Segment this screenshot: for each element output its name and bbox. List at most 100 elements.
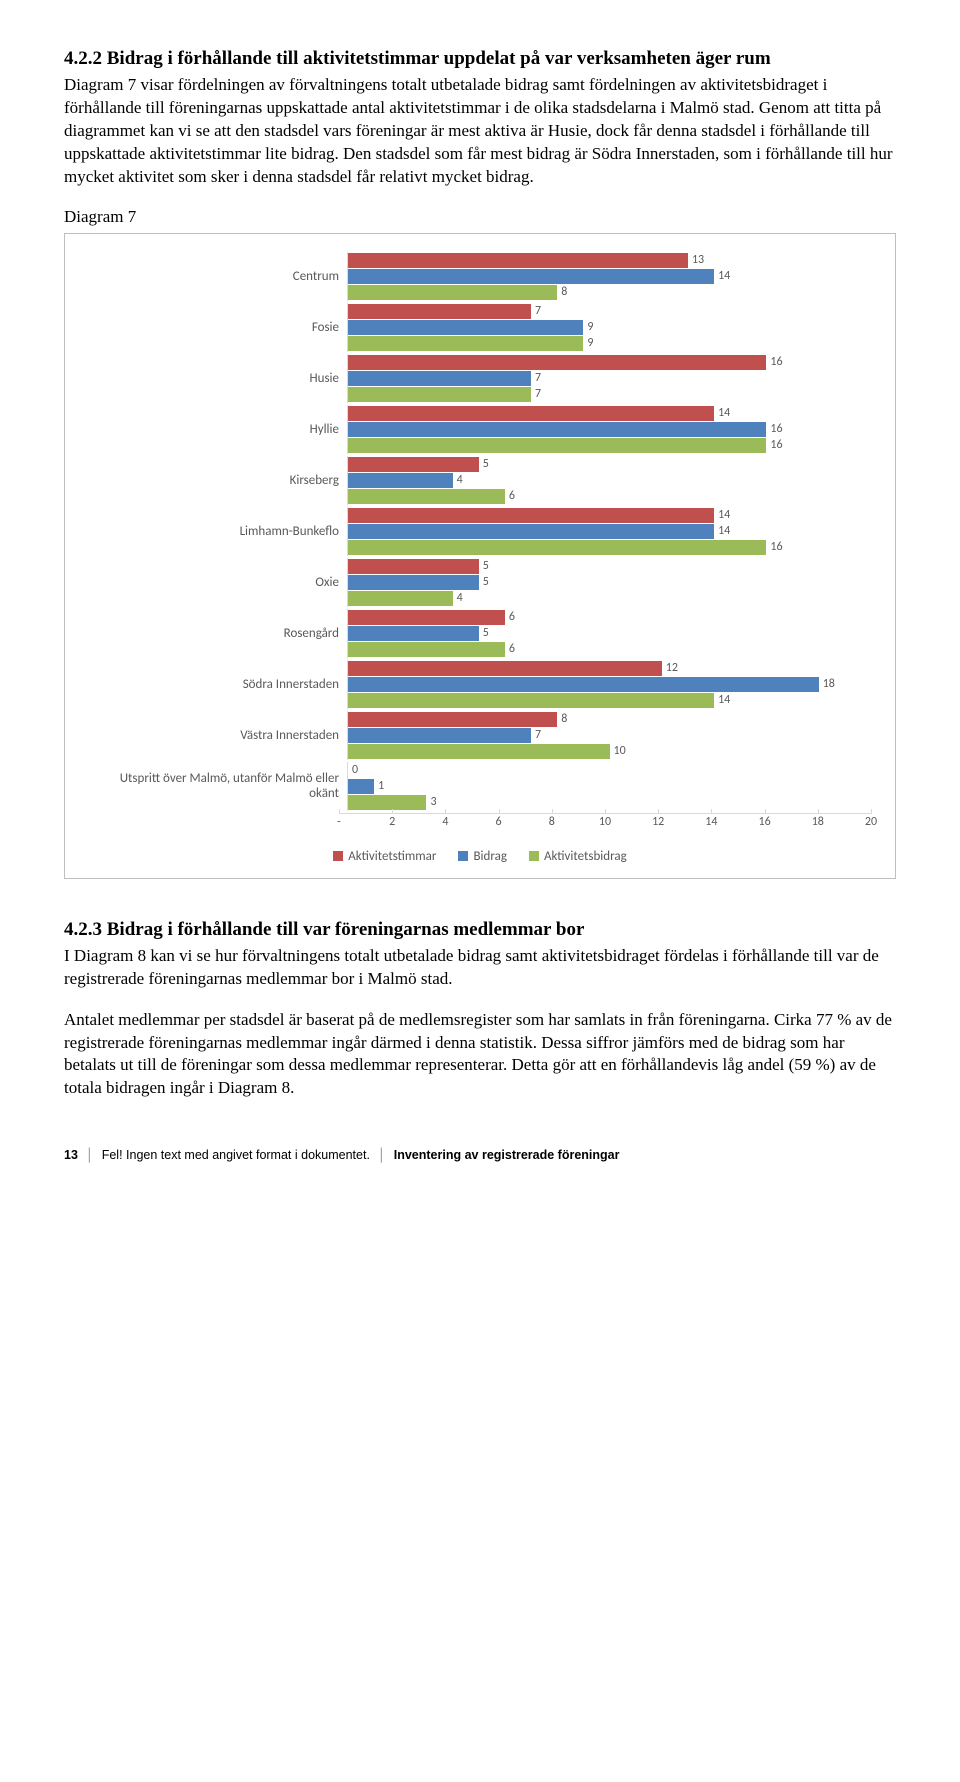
bar bbox=[348, 508, 714, 523]
bar-value-label: 6 bbox=[509, 610, 515, 624]
chart-title: Diagram 7 bbox=[64, 207, 896, 227]
bar-value-label: 5 bbox=[483, 575, 489, 589]
bar-line: 1 bbox=[348, 779, 871, 794]
footer-right-text: Inventering av registrerade föreningar bbox=[394, 1148, 620, 1162]
chart-category-row: Centrum13148 bbox=[89, 252, 871, 301]
bar-line: 4 bbox=[348, 591, 871, 606]
bar-line: 5 bbox=[348, 575, 871, 590]
bar bbox=[348, 626, 479, 641]
chart-category-row: Fosie799 bbox=[89, 303, 871, 352]
category-label: Kirseberg bbox=[89, 456, 347, 505]
bar-line: 10 bbox=[348, 744, 871, 759]
bar bbox=[348, 457, 479, 472]
bar bbox=[348, 473, 453, 488]
bar-line: 12 bbox=[348, 661, 871, 676]
bar bbox=[348, 406, 714, 421]
legend-item: Bidrag bbox=[458, 849, 507, 864]
category-label: Limhamn-Bunkeflo bbox=[89, 507, 347, 556]
bar bbox=[348, 387, 531, 402]
axis-tick-label: - bbox=[337, 815, 341, 829]
bar-value-label: 5 bbox=[483, 457, 489, 471]
bar-value-label: 7 bbox=[535, 371, 541, 385]
bar bbox=[348, 371, 531, 386]
bar-value-label: 9 bbox=[587, 336, 593, 350]
bar bbox=[348, 677, 819, 692]
section-heading-422: 4.2.2 Bidrag i förhållande till aktivite… bbox=[64, 48, 896, 70]
bar-value-label: 7 bbox=[535, 728, 541, 742]
bar-line: 14 bbox=[348, 524, 871, 539]
section-heading-423: 4.2.3 Bidrag i förhållande till var före… bbox=[64, 919, 896, 941]
bar-line: 18 bbox=[348, 677, 871, 692]
bar-value-label: 14 bbox=[718, 524, 730, 538]
legend-swatch bbox=[333, 851, 343, 861]
category-label: Rosengård bbox=[89, 609, 347, 658]
bar-line: 14 bbox=[348, 508, 871, 523]
bars-cell: 7 9 9 bbox=[347, 303, 871, 352]
bar bbox=[348, 320, 583, 335]
bars-cell: 13148 bbox=[347, 252, 871, 301]
bar-line: 8 bbox=[348, 712, 871, 727]
bar bbox=[348, 540, 766, 555]
bar-value-label: 6 bbox=[509, 642, 515, 656]
bar bbox=[348, 559, 479, 574]
bar bbox=[348, 795, 426, 810]
bar bbox=[348, 712, 557, 727]
chart-category-row: Utspritt över Malmö, utanför Malmö eller… bbox=[89, 762, 871, 811]
bar-line: 5 bbox=[348, 626, 871, 641]
category-label: Centrum bbox=[89, 252, 347, 301]
bar-line: 7 bbox=[348, 387, 871, 402]
bar-line: 6 bbox=[348, 642, 871, 657]
bars-cell: 121814 bbox=[347, 660, 871, 709]
bar bbox=[348, 575, 479, 590]
bar-line: 14 bbox=[348, 693, 871, 708]
bar-value-label: 7 bbox=[535, 387, 541, 401]
axis-tick-label: 18 bbox=[812, 815, 824, 829]
section-paragraph-423b: Antalet medlemmar per stadsdel är basera… bbox=[64, 1009, 896, 1101]
page-footer: 13 │ Fel! Ingen text med angivet format … bbox=[64, 1148, 896, 1162]
diagram-7-chart: Centrum13148Fosie799Husie1677Hyllie14161… bbox=[64, 233, 896, 879]
bar-line: 16 bbox=[348, 438, 871, 453]
category-label: Oxie bbox=[89, 558, 347, 607]
bar-value-label: 7 bbox=[535, 304, 541, 318]
category-label: Utspritt över Malmö, utanför Malmö eller… bbox=[89, 762, 347, 811]
x-axis: -2468101214161820 bbox=[89, 815, 871, 833]
bar bbox=[348, 693, 714, 708]
axis-tick-label: 2 bbox=[389, 815, 395, 829]
bar-line: 0 bbox=[348, 763, 871, 778]
section-paragraph-423a: I Diagram 8 kan vi se hur förvaltningens… bbox=[64, 945, 896, 991]
axis-tick-label: 12 bbox=[652, 815, 664, 829]
bar bbox=[348, 489, 505, 504]
bar-value-label: 9 bbox=[587, 320, 593, 334]
category-label: Västra Innerstaden bbox=[89, 711, 347, 760]
axis-tick-label: 4 bbox=[442, 815, 448, 829]
bar bbox=[348, 304, 531, 319]
legend-swatch bbox=[458, 851, 468, 861]
bar-line: 16 bbox=[348, 355, 871, 370]
bar-value-label: 16 bbox=[770, 355, 782, 369]
bar bbox=[348, 744, 610, 759]
axis-tick-label: 6 bbox=[496, 815, 502, 829]
bar bbox=[348, 610, 505, 625]
bar bbox=[348, 285, 557, 300]
bar-line: 5 bbox=[348, 457, 871, 472]
bar-line: 14 bbox=[348, 406, 871, 421]
bars-cell: 55 4 bbox=[347, 558, 871, 607]
bar-line: 16 bbox=[348, 540, 871, 555]
bar bbox=[348, 269, 714, 284]
bar-line: 5 bbox=[348, 559, 871, 574]
category-label: Hyllie bbox=[89, 405, 347, 454]
bar bbox=[348, 336, 583, 351]
axis-tick-label: 16 bbox=[759, 815, 771, 829]
bar-value-label: 13 bbox=[692, 253, 704, 267]
axis-tick-label: 14 bbox=[705, 815, 717, 829]
bar-line: 9 bbox=[348, 320, 871, 335]
bar-line: 13 bbox=[348, 253, 871, 268]
bar-value-label: 4 bbox=[457, 473, 463, 487]
chart-category-row: Oxie554 bbox=[89, 558, 871, 607]
bar-value-label: 16 bbox=[770, 422, 782, 436]
axis-tick-label: 20 bbox=[865, 815, 877, 829]
legend-item: Aktivitetsbidrag bbox=[529, 849, 627, 864]
bars-cell: 013 bbox=[347, 762, 871, 811]
bars-cell: 656 bbox=[347, 609, 871, 658]
bar-value-label: 8 bbox=[561, 285, 567, 299]
